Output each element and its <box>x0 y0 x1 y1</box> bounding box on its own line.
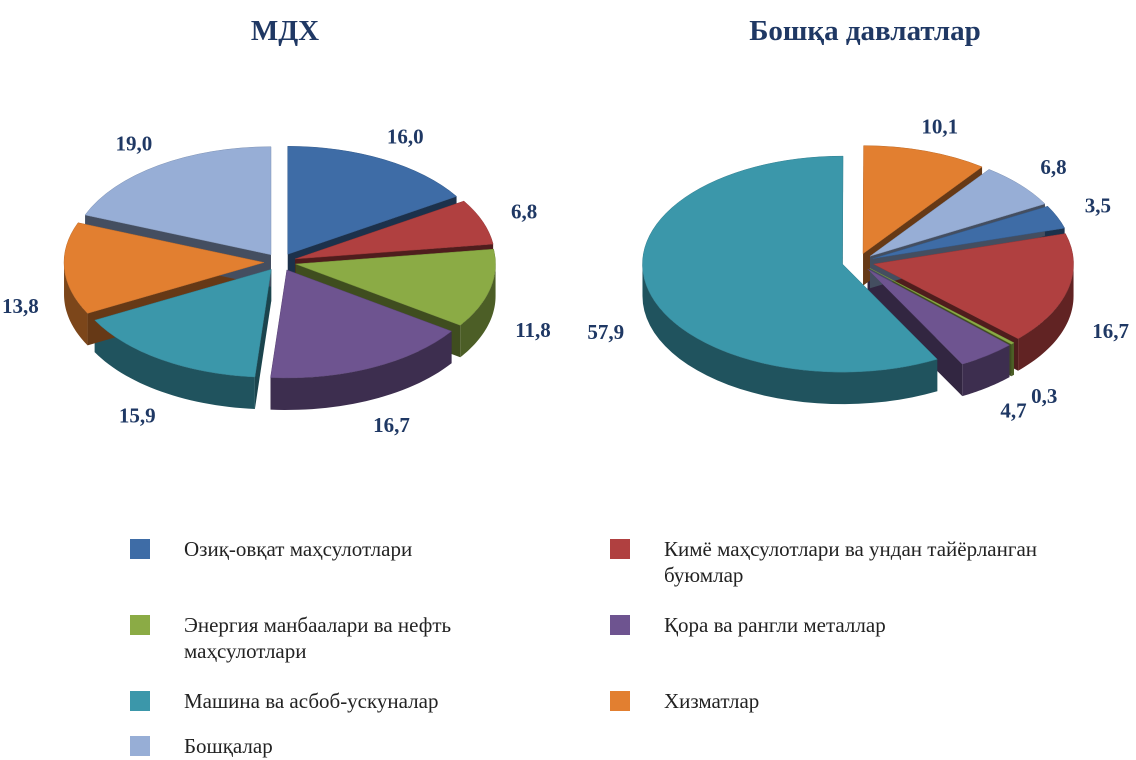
slice-side <box>460 264 496 358</box>
legend-swatch <box>130 615 150 635</box>
charts: 16,0 6,8 11,8 16,7 15,9 13,8 19,0 МДХ 3,5 16,7 0,3… <box>2 15 1129 437</box>
pie-slice <box>94 269 272 378</box>
data-label: 15,9 <box>119 403 156 427</box>
data-label: 0,3 <box>1031 384 1057 408</box>
legend-item: Машина ва асбоб-ускуналар <box>130 688 550 714</box>
data-label: 16,7 <box>1092 319 1129 343</box>
data-label: 13,8 <box>2 294 39 318</box>
chart-title: Бошқа давлатлар <box>749 15 981 47</box>
legend-swatch <box>610 691 630 711</box>
pie-chart: 16,0 6,8 11,8 16,7 15,9 13,8 19,0 <box>2 125 551 437</box>
data-label: 3,5 <box>1085 194 1111 218</box>
slice-side <box>1011 342 1015 377</box>
legend-item: Энергия манбаалари ва нефть маҳсулотлари <box>130 612 550 664</box>
pie-slice <box>869 267 1015 345</box>
legend-label: Озиқ-овқат маҳсулотлари <box>184 537 413 561</box>
slice-side <box>642 264 938 405</box>
legend-swatch <box>610 539 630 559</box>
legend-label: Қора ва рангли металлар <box>664 613 886 637</box>
legend-label: Хизматлар <box>664 689 760 713</box>
pie-slice <box>862 145 983 255</box>
legend-swatch <box>610 615 630 635</box>
legend-label: Машина ва асбоб-ускуналар <box>184 689 439 713</box>
pie-slice <box>642 155 938 373</box>
chart-title: МДХ <box>251 15 319 47</box>
legend-item: Озиқ-овқат маҳсулотлари <box>130 536 550 562</box>
data-label: 19,0 <box>115 132 152 156</box>
data-label: 6,8 <box>511 199 537 223</box>
legend-item: Кимё маҳсулотлари ва ундан тайёрланган б… <box>610 536 1120 588</box>
slice-side <box>64 262 88 346</box>
legend-item: Бошқалар <box>130 733 550 759</box>
legend-swatch <box>130 539 150 559</box>
data-label: 10,1 <box>921 114 958 138</box>
slice-side <box>270 331 452 410</box>
legend-swatch <box>130 691 150 711</box>
legend-item: Қора ва рангли металлар <box>610 612 1120 638</box>
slice-side <box>1018 264 1074 371</box>
data-label: 11,8 <box>515 318 551 342</box>
legend-label: Бошқалар <box>184 734 273 758</box>
pie-slice <box>294 200 494 260</box>
data-label: 16,0 <box>387 125 424 149</box>
pie-slice <box>869 169 1046 257</box>
pie-slice <box>872 205 1066 259</box>
slice-wall <box>254 269 272 409</box>
pie-slice <box>295 248 496 326</box>
data-label: 16,7 <box>373 413 410 437</box>
slice-wall <box>867 269 963 397</box>
legend-label: Энергия манбаалари ва нефть маҳсулотлари <box>184 613 452 663</box>
pie-slice <box>63 222 265 314</box>
pie-slice <box>287 146 458 255</box>
data-label: 6,8 <box>1040 155 1066 179</box>
legend: Озиқ-овқат маҳсулотлари Кимё маҳсулотлари… <box>0 530 1136 760</box>
slice-side <box>962 345 1010 397</box>
pie-chart: 3,5 16,7 0,34,7 57,9 10,1 6,8 <box>587 114 1129 422</box>
data-label: 4,7 <box>1000 398 1026 422</box>
pie-slice <box>84 146 272 256</box>
legend-label: Кимё маҳсулотлари ва ундан тайёрланган б… <box>664 537 1038 587</box>
data-label: 57,9 <box>587 320 624 344</box>
pie-slice <box>270 269 453 379</box>
pie-slice <box>872 233 1074 340</box>
legend-item: Хизматлар <box>610 688 1120 714</box>
legend-swatch <box>130 736 150 756</box>
pie-slice <box>867 268 1011 365</box>
slice-side <box>94 320 255 409</box>
